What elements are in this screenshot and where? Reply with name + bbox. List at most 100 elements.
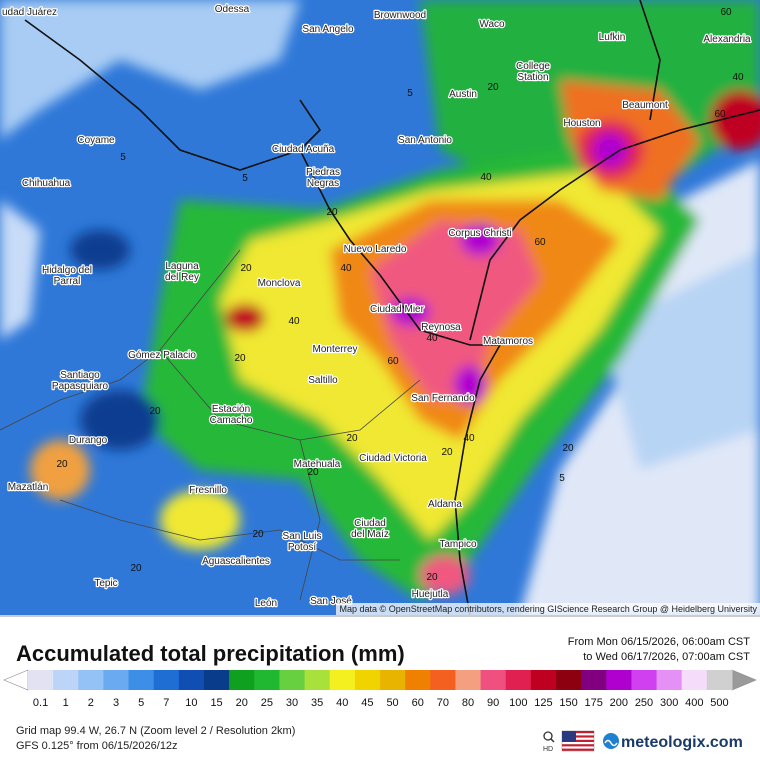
scale-swatch <box>254 670 280 690</box>
city-label: Alexandria <box>703 34 751 45</box>
city-label: Mazatlán <box>8 482 49 493</box>
model-info: GFS 0.125° from 06/15/2026/12z <box>16 740 178 752</box>
scale-label: 175 <box>585 697 603 709</box>
scale-swatch <box>28 670 54 690</box>
city-label: Tampico <box>439 539 477 550</box>
scale-label: 25 <box>261 697 273 709</box>
city-label: Nuevo Laredo <box>344 244 407 255</box>
attribution: Map data © OpenStreetMap contributors, r… <box>340 604 758 614</box>
contour-label: 20 <box>130 563 142 574</box>
contour-label: 60 <box>714 109 726 120</box>
period-from: From Mon 06/15/2026, 06:00am CST <box>568 636 750 648</box>
scale-label: 40 <box>336 697 348 709</box>
borders <box>24 0 760 615</box>
city-label: Papasquiaro <box>52 381 109 392</box>
city-label: Fresnillo <box>189 485 227 496</box>
city-label: Matehuala <box>294 459 341 470</box>
scale-label: 250 <box>635 697 653 709</box>
contour-label: 20 <box>56 459 68 470</box>
city-label: Aldama <box>428 499 462 510</box>
scale-swatch <box>631 670 658 690</box>
city-label: Ciudad Acuña <box>272 144 335 155</box>
contour-label: 40 <box>340 263 352 274</box>
scale-label: 20 <box>236 697 248 709</box>
scale-label: 100 <box>509 697 527 709</box>
state-borders <box>0 249 421 601</box>
scale-swatch <box>706 670 733 690</box>
contour-label: 5 <box>407 88 413 99</box>
city-label: Estación <box>212 404 250 415</box>
scale-swatch <box>380 670 406 690</box>
contour-label: 5 <box>242 173 248 184</box>
city-label: Saltillo <box>308 375 338 386</box>
scale-label: 90 <box>487 697 499 709</box>
city-label: del Maíz <box>351 529 389 540</box>
city-label: Piedras <box>306 167 340 178</box>
hd-search-icon[interactable]: HD <box>543 731 555 753</box>
scale-swatch <box>229 670 255 690</box>
scale-label: 60 <box>412 697 424 709</box>
city-label: Potosí <box>288 542 317 553</box>
city-label: San Antonio <box>398 135 452 146</box>
city-label: Coyame <box>77 135 115 146</box>
scale-label: 150 <box>559 697 577 709</box>
scale-label: 7 <box>163 697 169 709</box>
city-label: Chihuahua <box>22 178 71 189</box>
scale-label: 35 <box>311 697 323 709</box>
scale-label: 400 <box>685 697 703 709</box>
contour-label: 60 <box>534 237 546 248</box>
city-label: del Rey <box>165 272 199 283</box>
city-label: Austin <box>449 89 477 100</box>
city-label: Huejutla <box>412 589 449 600</box>
scale-label: 3 <box>113 697 119 709</box>
us-flag[interactable] <box>561 730 595 752</box>
scale-swatch <box>405 670 431 690</box>
scale-swatch <box>606 670 632 690</box>
city-labels: udad Juárez Odessa Brownwood Waco San Angelo… <box>1 3 753 611</box>
city-label: Ciudad Victoria <box>359 453 427 464</box>
scale-label: 300 <box>660 697 678 709</box>
contour-label: 20 <box>307 467 319 478</box>
scale-swatch <box>178 670 205 690</box>
city-label: Camacho <box>210 415 253 426</box>
city-label: Houston <box>563 118 600 129</box>
scale-right-arrow <box>731 669 757 691</box>
scale-swatch <box>455 670 482 690</box>
scale-label: 1 <box>63 697 69 709</box>
city-label: San Angelo <box>302 24 354 35</box>
scale-swatch <box>329 670 356 690</box>
scale-swatch <box>354 670 381 690</box>
city-label: Santiago <box>60 370 100 381</box>
scale-swatch <box>480 670 507 690</box>
contour-labels: 60 40 60 20 5 5 40 5 20 40 60 20 40 40 20 20 60 40 20 20 5 20… <box>56 7 744 583</box>
scale-swatch <box>279 670 306 690</box>
city-label: Monclova <box>258 278 301 289</box>
city-label: Monterrey <box>312 344 357 355</box>
city-label: Aguascalientes <box>202 556 270 567</box>
title: Accumulated total precipitation (mm) <box>16 641 405 666</box>
city-label: San Fernando <box>411 393 475 404</box>
city-label: College <box>516 61 550 72</box>
contour-label: 40 <box>288 316 300 327</box>
scale-label: 5 <box>138 697 144 709</box>
period-to: to Wed 06/17/2026, 07:00am CST <box>583 651 750 663</box>
city-label: Station <box>517 72 548 83</box>
logo[interactable]: meteologix.com <box>621 734 743 751</box>
city-label: Brownwood <box>374 10 426 21</box>
scale-label: 15 <box>210 697 222 709</box>
grid-info: Grid map 99.4 W, 26.7 N (Zoom level 2 / … <box>16 725 295 737</box>
scale-swatch <box>681 670 708 690</box>
scale-label: 10 <box>185 697 197 709</box>
contour-label: 40 <box>426 333 438 344</box>
city-label: Durango <box>69 435 108 446</box>
scale-label: 30 <box>286 697 298 709</box>
contour-label: 5 <box>559 473 565 484</box>
contour-label: 40 <box>480 172 492 183</box>
city-label: Odessa <box>215 4 250 15</box>
contour-label: 20 <box>149 406 161 417</box>
city-label: Ciudad Mier <box>370 304 425 315</box>
city-label: Parral <box>54 276 81 287</box>
contour-label: 20 <box>441 447 453 458</box>
contour-label: 20 <box>562 443 574 454</box>
